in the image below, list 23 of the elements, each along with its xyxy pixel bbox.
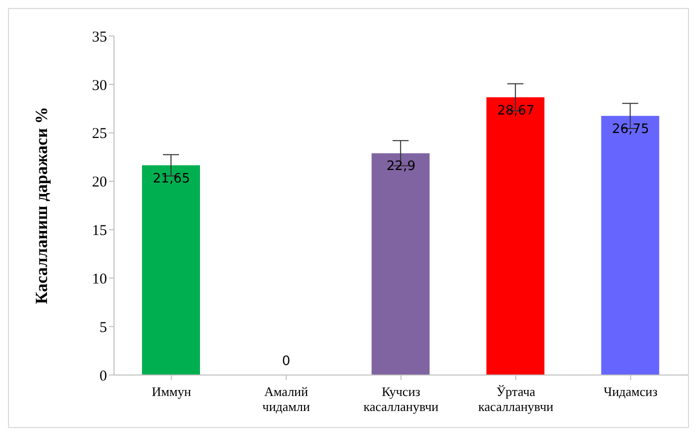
data-label: 28,67 [497,103,534,118]
data-label: 0 [282,354,290,369]
x-tick-label: Ўртача касалланувчи [478,384,554,414]
bar [142,165,200,375]
data-label: 22,9 [386,159,416,174]
y-tick-label: 15 [92,223,107,240]
bar [372,153,430,375]
x-tick-label: Кучсиз касалланувчи [363,384,439,414]
y-tick-label: 5 [100,320,107,336]
y-axis-title: Касалланиш даражаси % [32,106,52,304]
bar [601,116,660,375]
x-tick-label: Чидамсиз [604,384,658,399]
y-tick-label: 10 [92,271,107,288]
y-tick-label: 20 [92,174,107,191]
y-tick-label: 35 [92,29,107,46]
data-label: 21,65 [152,171,190,186]
x-tick-label: Амалий чидамли [262,384,310,414]
bar [486,97,544,375]
x-tick-label: Иммун [152,384,192,399]
y-tick-label: 0 [100,368,107,384]
y-tick-label: 30 [92,78,107,94]
y-tick-label: 25 [92,126,107,142]
data-label: 26,75 [612,122,650,137]
